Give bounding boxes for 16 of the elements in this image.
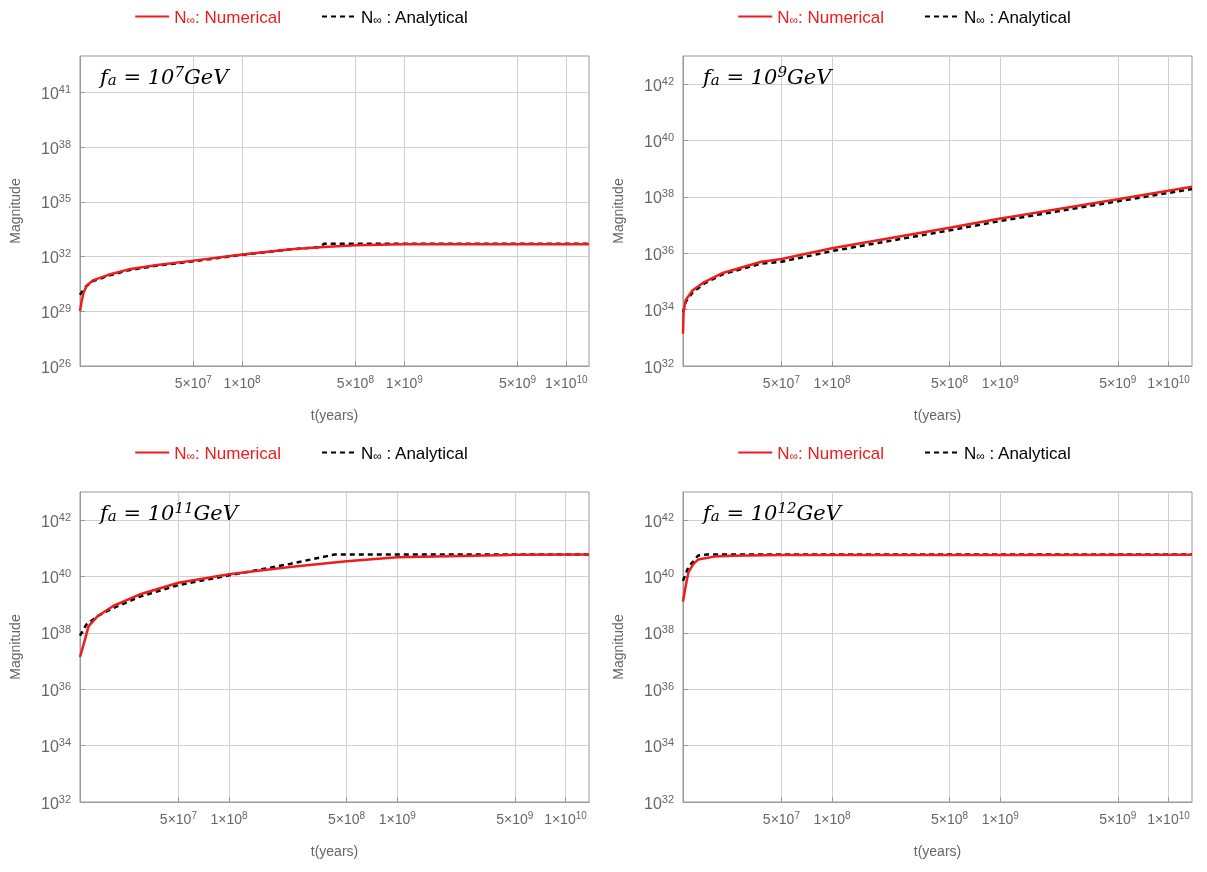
legend-label: N∞ : Analytical bbox=[964, 444, 1071, 463]
legend-label: N∞ : Analytical bbox=[964, 8, 1071, 27]
legend-label: N∞ : Analytical bbox=[361, 444, 468, 463]
legend-label: N∞ : Analytical bbox=[361, 8, 468, 27]
legend-label: N∞: Numerical bbox=[777, 444, 885, 463]
x-axis-title: t(years) bbox=[913, 843, 962, 859]
x-axis-title: t(years) bbox=[913, 407, 962, 423]
legend-label: N∞: Numerical bbox=[174, 8, 282, 27]
y-axis-title: Magnitude bbox=[610, 178, 626, 244]
y-axis-title: Magnitude bbox=[7, 614, 23, 680]
x-axis-title: t(years) bbox=[310, 843, 359, 859]
legend-label: N∞: Numerical bbox=[777, 8, 885, 27]
x-axis-title: t(years) bbox=[310, 407, 359, 423]
y-axis-title: Magnitude bbox=[610, 614, 626, 680]
y-axis-title: Magnitude bbox=[7, 178, 23, 244]
legend-label: N∞: Numerical bbox=[174, 444, 282, 463]
